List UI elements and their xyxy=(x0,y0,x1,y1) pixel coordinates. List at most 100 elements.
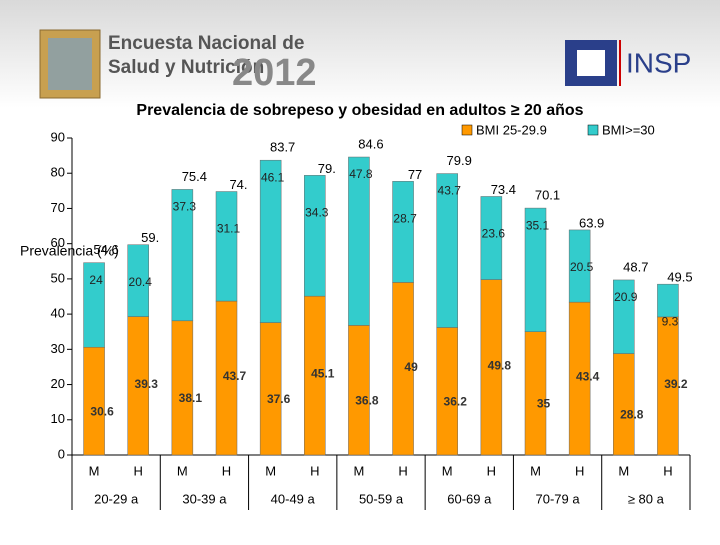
x-tick-label: H xyxy=(134,463,143,478)
group-label: 30-39 a xyxy=(182,491,227,506)
bar-segment xyxy=(480,196,503,280)
bar-segment xyxy=(524,331,547,456)
y-tick-label: 50 xyxy=(51,270,65,285)
y-tick-label: 60 xyxy=(51,235,65,250)
x-tick-label: M xyxy=(89,463,100,478)
data-label: 20.9 xyxy=(614,290,638,304)
y-tick-label: 80 xyxy=(51,165,65,180)
total-label: 49.5 xyxy=(667,270,692,285)
y-tick-label: 0 xyxy=(58,446,65,461)
survey-logo: Encuesta Nacional de Salud y Nutrición 2… xyxy=(39,29,317,99)
total-label: 70.1 xyxy=(535,188,560,203)
group-label: 20-29 a xyxy=(94,491,139,506)
bar-segment xyxy=(259,322,282,456)
data-label: 49 xyxy=(404,360,418,374)
y-axis-label: Prevalencia (%) xyxy=(20,243,119,259)
survey-title: Salud y Nutrición xyxy=(108,57,264,78)
data-label: 37.3 xyxy=(173,200,197,214)
bar-segment xyxy=(524,207,547,332)
bar-segment xyxy=(83,262,105,348)
legend-label: BMI>=30 xyxy=(602,122,655,137)
data-label: 49.8 xyxy=(488,358,512,372)
y-tick-label: 90 xyxy=(51,129,65,144)
bar-segment xyxy=(436,327,458,456)
bar-segment xyxy=(304,175,326,297)
x-tick-label: M xyxy=(354,463,365,478)
bar-segment xyxy=(259,159,282,323)
total-label: 75.4 xyxy=(182,169,207,184)
chart-title: Prevalencia de sobrepeso y obesidad en a… xyxy=(136,102,583,119)
x-tick-label: H xyxy=(398,463,407,478)
x-tick-label: M xyxy=(442,463,453,478)
x-tick-label: H xyxy=(487,463,496,478)
group-label: 50-59 a xyxy=(359,491,404,506)
data-label: 36.8 xyxy=(355,393,379,407)
institute-logo: INSP xyxy=(565,40,691,86)
total-label: 77 xyxy=(408,167,422,182)
y-tick-label: 20 xyxy=(51,376,65,391)
total-label: 79. xyxy=(318,161,336,176)
bar-segment xyxy=(436,173,458,328)
data-label: 46.1 xyxy=(261,170,285,184)
bar-segment xyxy=(83,346,105,456)
data-label: 23.6 xyxy=(482,227,506,241)
x-tick-label: H xyxy=(575,463,584,478)
bar-segment xyxy=(613,279,635,354)
group-label: 60-69 a xyxy=(447,491,492,506)
bar-segment xyxy=(171,189,194,322)
total-label: 74. xyxy=(229,177,247,192)
data-label: 31.1 xyxy=(217,222,241,236)
bar-segment xyxy=(568,229,591,303)
logo-map xyxy=(48,38,92,90)
data-label: 9.3 xyxy=(662,314,679,328)
data-label: 20.5 xyxy=(570,260,594,274)
x-tick-label: H xyxy=(310,463,319,478)
data-label: 47.8 xyxy=(349,167,373,181)
data-label: 35 xyxy=(537,397,551,411)
data-label: 24 xyxy=(89,273,103,287)
data-label: 34.3 xyxy=(305,206,329,220)
data-label: 43.7 xyxy=(438,184,462,198)
data-label: 43.4 xyxy=(576,370,600,384)
data-label: 35.1 xyxy=(526,218,550,232)
survey-title: Encuesta Nacional de xyxy=(108,33,304,54)
bar-segment xyxy=(127,244,149,317)
total-label: 83.7 xyxy=(270,140,295,155)
logo-icon xyxy=(577,50,605,76)
total-label: 63.9 xyxy=(579,215,604,230)
data-label: 36.2 xyxy=(444,394,468,408)
data-label: 45.1 xyxy=(311,367,335,381)
data-label: 39.3 xyxy=(135,377,159,391)
total-label: 59. xyxy=(141,230,159,245)
y-tick-label: 40 xyxy=(51,306,65,321)
total-label: 48.7 xyxy=(623,259,648,274)
data-label: 30.6 xyxy=(90,404,114,418)
data-label: 28.8 xyxy=(620,407,644,421)
data-label: 28.7 xyxy=(393,211,417,225)
bar-segment xyxy=(392,181,414,283)
total-label: 54.6 xyxy=(93,242,118,257)
total-label: 79.9 xyxy=(447,153,472,168)
bar-segment xyxy=(348,156,370,326)
y-tick-label: 10 xyxy=(51,411,65,426)
bar-segment xyxy=(171,320,194,456)
total-label: 84.6 xyxy=(358,136,383,151)
x-tick-label: M xyxy=(530,463,541,478)
x-tick-label: H xyxy=(663,463,672,478)
legend-label: BMI 25-29.9 xyxy=(476,122,547,137)
x-tick-label: H xyxy=(222,463,231,478)
x-tick-label: M xyxy=(177,463,188,478)
x-tick-label: M xyxy=(265,463,276,478)
y-tick-label: 30 xyxy=(51,341,65,356)
data-label: 39.2 xyxy=(664,377,688,391)
bar-segment xyxy=(657,283,679,318)
data-label: 38.1 xyxy=(179,391,203,405)
data-label: 37.6 xyxy=(267,392,291,406)
y-tick-label: 70 xyxy=(51,200,65,215)
institute-name: INSP xyxy=(626,47,691,78)
group-label: 70-79 a xyxy=(536,491,581,506)
data-label: 43.7 xyxy=(223,369,247,383)
group-label: 40-49 a xyxy=(271,491,316,506)
